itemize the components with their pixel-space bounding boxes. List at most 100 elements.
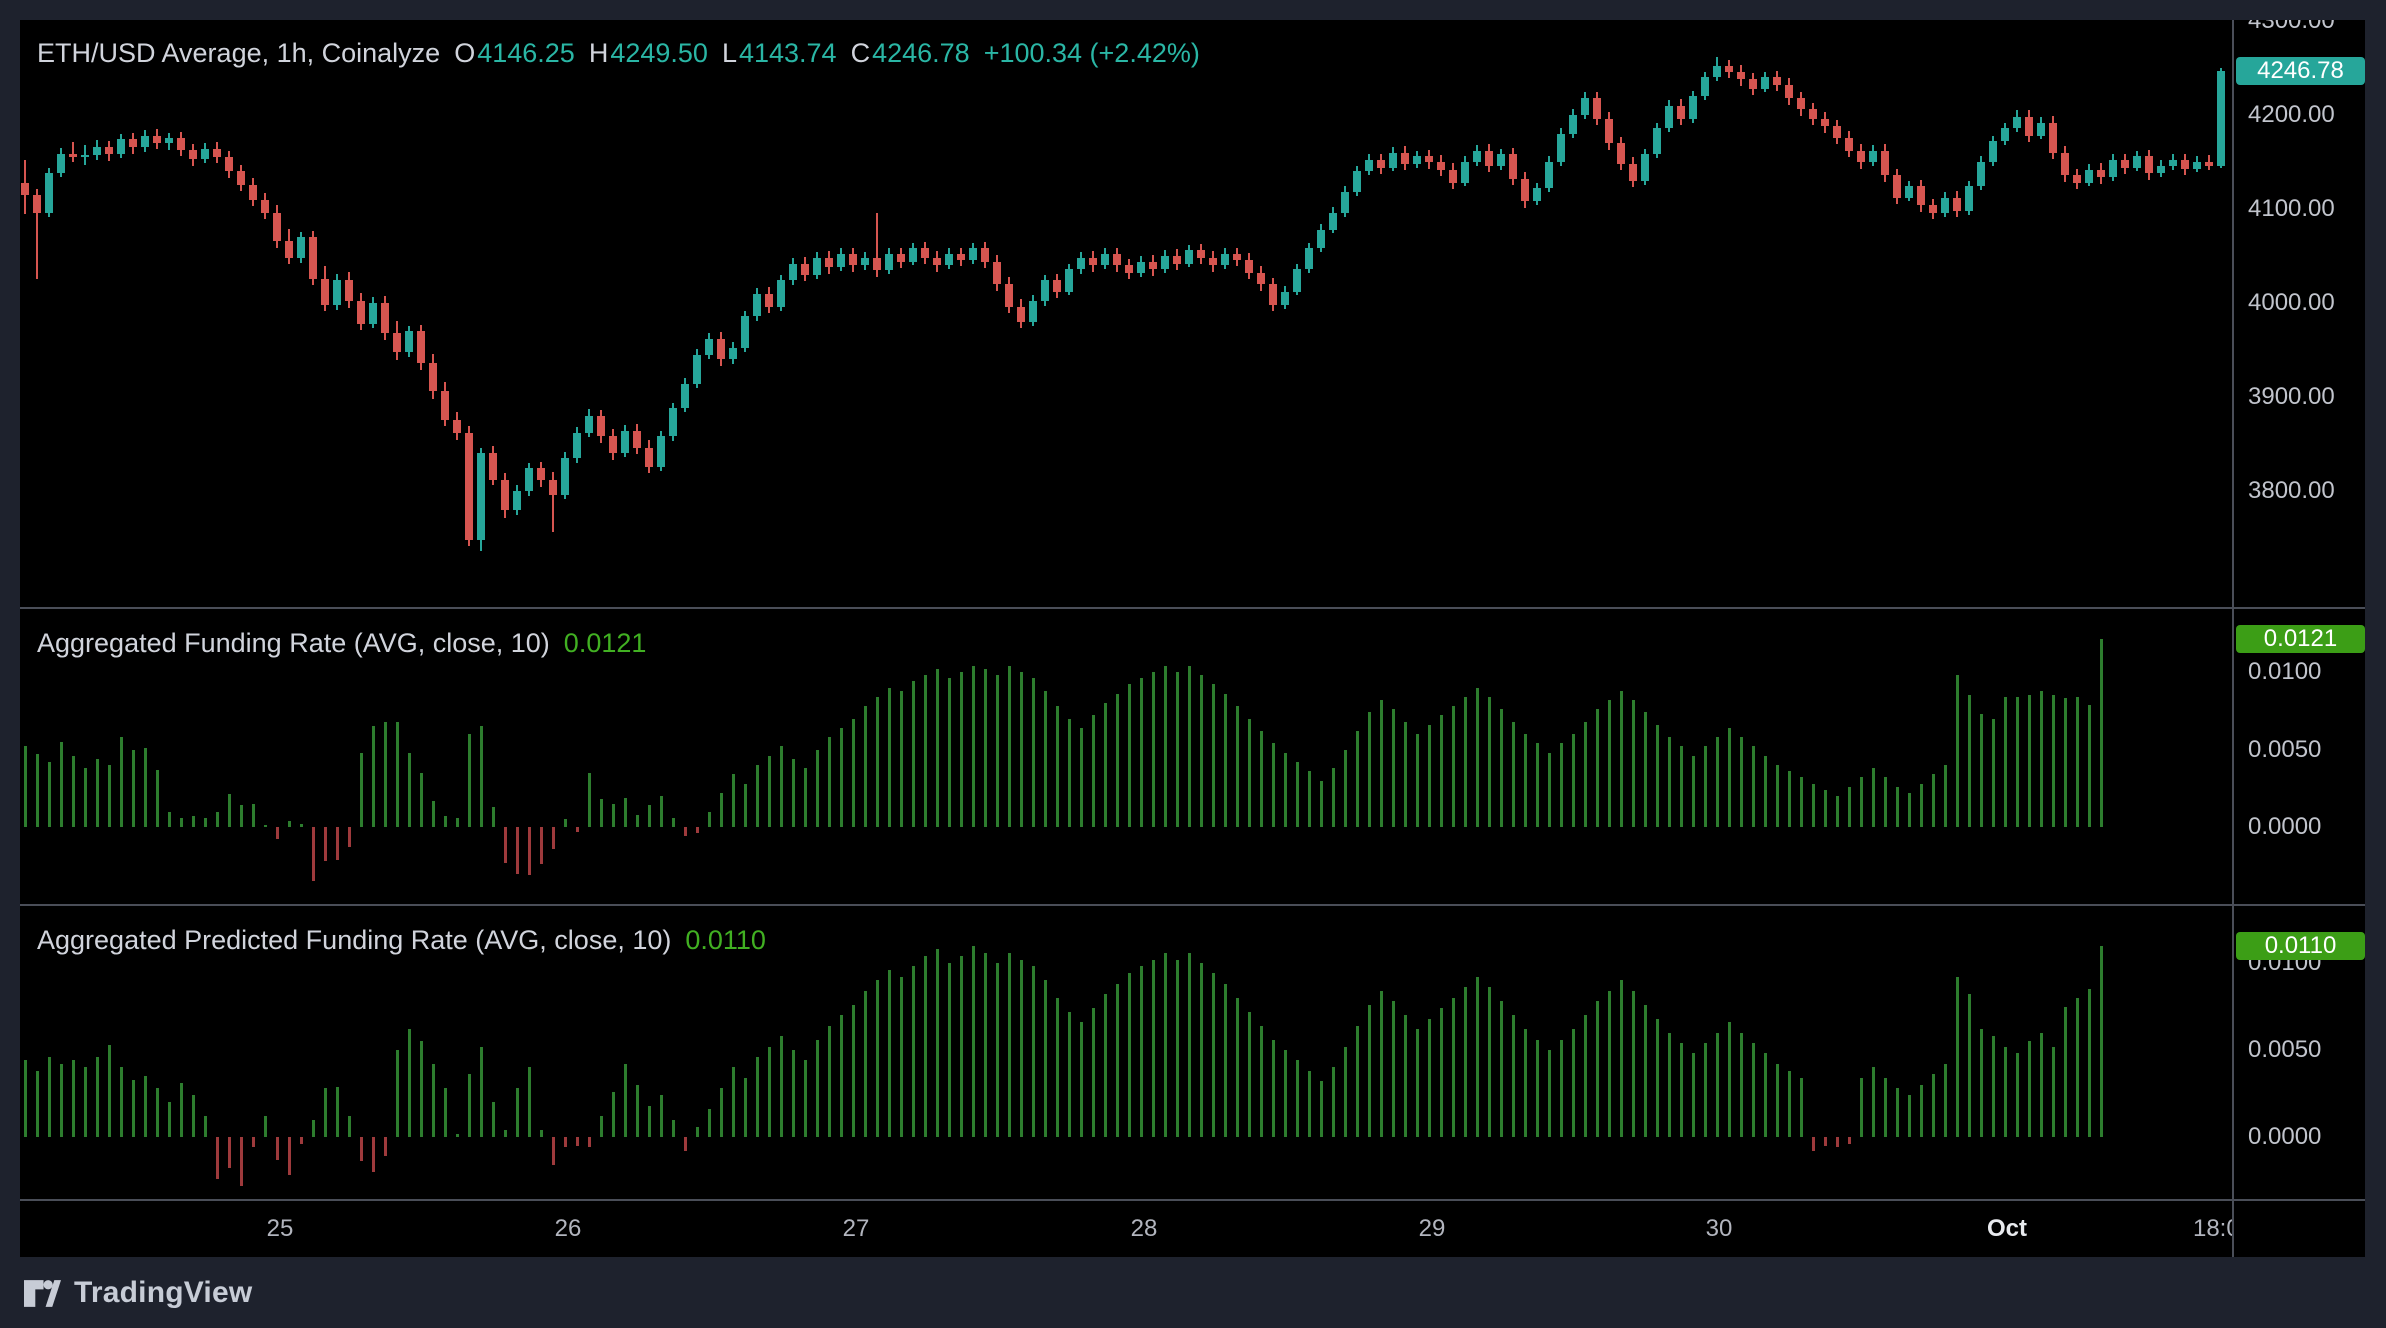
bearish-candle — [1245, 259, 1253, 273]
funding-bar-positive — [1667, 737, 1671, 827]
funding-bar-positive — [923, 956, 927, 1137]
predicted-funding-rate-title[interactable]: Aggregated Predicted Funding Rate (AVG, … — [37, 925, 672, 955]
bearish-candle — [717, 338, 725, 360]
funding-bar-positive — [239, 805, 243, 827]
funding-bar-positive — [1979, 713, 1983, 827]
price-axis[interactable]: 4300.00 4200.00 4100.00 4000.00 3900.00 3800.… — [2234, 20, 2365, 1199]
funding-rate-title[interactable]: Aggregated Funding Rate (AVG, close, 10) — [37, 628, 550, 658]
tradingview-attribution[interactable]: TradingView — [24, 1276, 252, 1310]
funding-bar-positive — [2051, 1046, 2055, 1137]
funding-bar-positive — [755, 765, 759, 827]
funding-bar-positive — [1655, 1018, 1659, 1137]
funding-bar-negative — [695, 827, 699, 834]
funding-bar-positive — [1403, 721, 1407, 827]
bearish-candle — [1377, 160, 1385, 168]
funding-bar-positive — [863, 706, 867, 827]
bearish-candle — [1485, 150, 1493, 166]
funding-rate-pane[interactable] — [20, 609, 2232, 904]
symbol-title[interactable]: ETH/USD Average, 1h, Coinalyze — [37, 38, 441, 68]
funding-bar-positive — [1439, 1008, 1443, 1137]
funding-bar-positive — [635, 814, 639, 827]
bearish-candle — [345, 280, 353, 302]
funding-bar-positive — [1739, 1032, 1743, 1137]
funding-bar-positive — [2099, 639, 2103, 827]
funding-rate-legend[interactable]: Aggregated Funding Rate (AVG, close, 10)… — [37, 628, 646, 659]
funding-bar-positive — [827, 737, 831, 827]
time-tick-label: 28 — [1130, 1215, 1158, 1242]
funding-bar-positive — [515, 1088, 519, 1137]
price-tick-label: 4200.00 — [2248, 101, 2335, 128]
tradingview-logo-icon[interactable] — [24, 1279, 61, 1307]
bullish-candle — [1689, 96, 1697, 119]
funding-bar-positive — [167, 1102, 171, 1137]
bearish-candle — [225, 157, 233, 172]
symbol-legend[interactable]: ETH/USD Average, 1h, Coinalyze O 4146.25 … — [37, 38, 1200, 69]
bullish-candle — [405, 331, 413, 352]
funding-bar-positive — [935, 949, 939, 1137]
bearish-candle — [237, 171, 245, 185]
predicted-funding-rate-pane[interactable] — [20, 906, 2232, 1199]
funding-bar-positive — [743, 783, 747, 827]
funding-bar-positive — [1727, 727, 1731, 827]
funding-bar-positive — [431, 1063, 435, 1137]
funding-bar-positive — [2087, 989, 2091, 1137]
funding-bar-positive — [1751, 1043, 1755, 1137]
funding-bar-negative — [551, 827, 555, 849]
pane-separator[interactable] — [20, 607, 2365, 609]
funding-bar-positive — [1319, 780, 1323, 827]
funding-bar-positive — [1235, 997, 1239, 1137]
bullish-candle — [2085, 169, 2093, 183]
bullish-candle — [1905, 186, 1913, 198]
bearish-candle — [1521, 178, 1529, 202]
bullish-candle — [513, 491, 521, 510]
funding-bar-positive — [611, 1091, 615, 1137]
funding-bar-negative — [371, 1137, 375, 1172]
funding-bar-positive — [2015, 1053, 2019, 1137]
funding-bar-positive — [491, 1102, 495, 1137]
tradingview-logo-text[interactable]: TradingView — [74, 1276, 253, 1309]
bearish-candle — [2025, 116, 2033, 136]
funding-bar-negative — [215, 1137, 219, 1179]
funding-value-badge: 0.0121 — [2236, 625, 2365, 654]
funding-bar-positive — [1811, 783, 1815, 827]
predicted-funding-rate-legend[interactable]: Aggregated Predicted Funding Rate (AVG, … — [37, 925, 766, 956]
funding-bar-positive — [1859, 777, 1863, 827]
funding-bar-positive — [659, 1095, 663, 1137]
bearish-candle — [1425, 156, 1433, 162]
bearish-candle — [609, 436, 617, 454]
ohlc-low: L 4143.74 — [721, 38, 837, 68]
bullish-candle — [753, 293, 761, 317]
funding-bar-positive — [815, 749, 819, 827]
bullish-candle — [2193, 162, 2201, 169]
funding-bar-positive — [719, 792, 723, 827]
bearish-candle — [597, 415, 605, 437]
funding-bar-positive — [1991, 718, 1995, 827]
funding-bar-positive — [1247, 718, 1251, 827]
bearish-candle — [1953, 197, 1961, 211]
candle-wick — [84, 145, 86, 165]
funding-bar-positive — [2051, 695, 2055, 827]
bullish-candle — [1461, 162, 1469, 183]
bearish-candle — [921, 248, 929, 258]
bearish-candle — [1833, 126, 1841, 138]
bearish-candle — [273, 212, 281, 241]
funding-bar-positive — [995, 675, 999, 827]
funding-bar-positive — [719, 1088, 723, 1137]
funding-bar-positive — [623, 797, 627, 827]
funding-bar-positive — [1919, 1084, 1923, 1137]
bullish-candle — [1545, 162, 1553, 189]
time-tick-label: 25 — [266, 1215, 294, 1242]
bullish-candle — [1281, 291, 1289, 305]
funding-bar-positive — [1343, 749, 1347, 827]
funding-tick-label: 0.0000 — [2248, 813, 2322, 840]
funding-bar-positive — [395, 1050, 399, 1137]
pane-separator[interactable] — [20, 904, 2365, 906]
funding-bar-positive — [1715, 1032, 1719, 1137]
funding-bar-positive — [491, 806, 495, 827]
funding-bar-positive — [767, 755, 771, 827]
price-pane[interactable] — [20, 20, 2232, 607]
bearish-candle — [1173, 256, 1181, 264]
time-axis[interactable]: 25 26 27 28 29 30 Oct 18:00 — [20, 1201, 2232, 1257]
funding-bar-negative — [299, 1137, 303, 1144]
bullish-candle — [1041, 280, 1049, 302]
